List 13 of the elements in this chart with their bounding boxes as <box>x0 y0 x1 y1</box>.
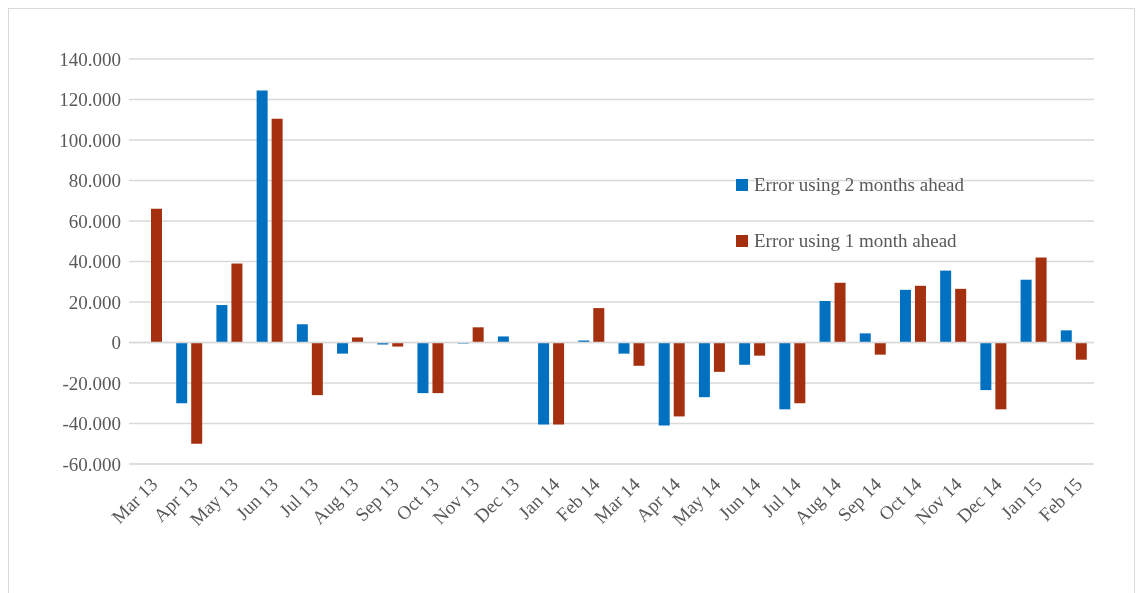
y-tick-label: 120.000 <box>59 89 121 111</box>
y-tick-label: 0 <box>111 332 121 354</box>
y-tick-label: 100.000 <box>59 129 121 151</box>
y-tick-label: -40.000 <box>62 413 121 435</box>
legend-label: Error using 2 months ahead <box>754 174 965 196</box>
y-tick-label: 140.000 <box>59 48 121 70</box>
y-tick-label: 20.000 <box>68 291 121 313</box>
y-tick-label: -20.000 <box>62 372 121 394</box>
y-tick-label: -60.000 <box>62 453 121 475</box>
y-tick-label: 40.000 <box>68 251 121 273</box>
y-tick-label: 60.000 <box>68 210 121 232</box>
y-tick-label: 80.000 <box>68 170 121 192</box>
legend-label: Error using 1 month ahead <box>754 230 957 252</box>
